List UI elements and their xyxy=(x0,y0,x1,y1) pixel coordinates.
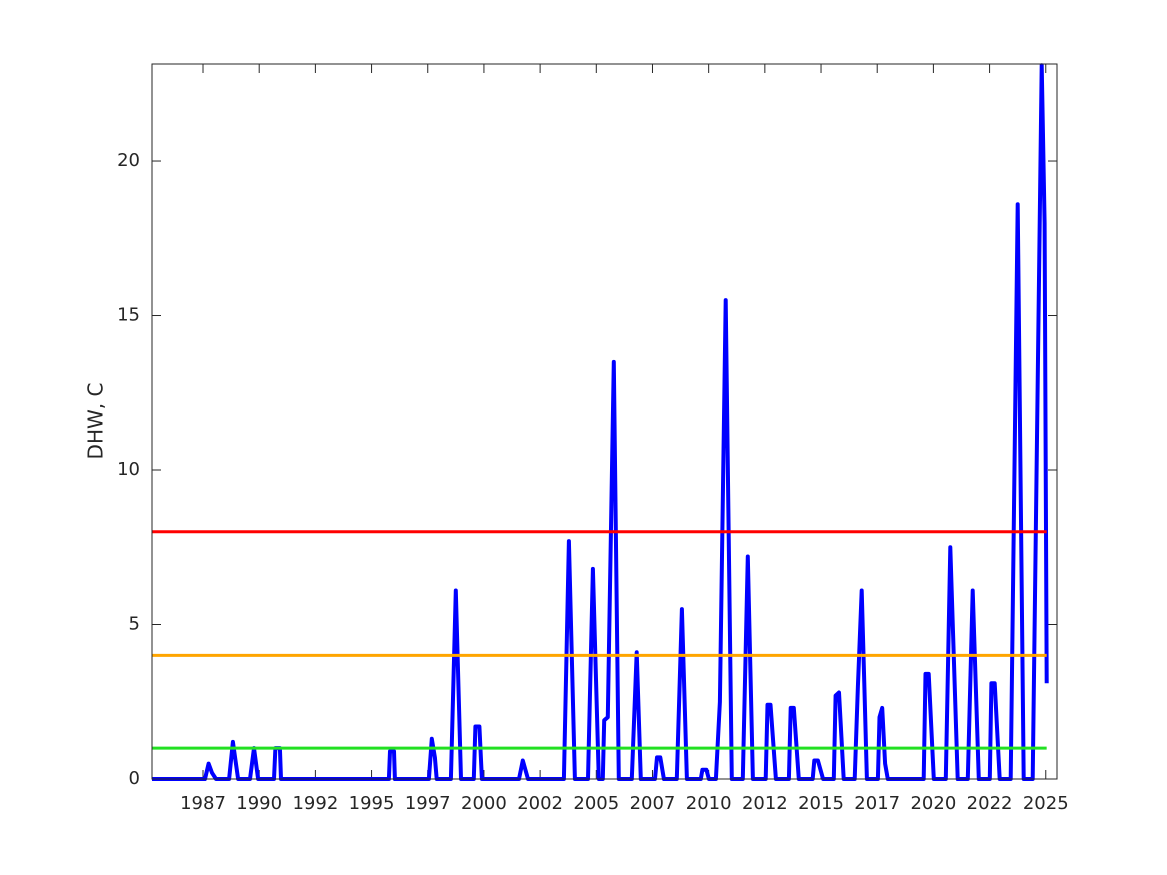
x-tick-label: 2017 xyxy=(854,793,900,814)
x-tick-label: 1992 xyxy=(292,793,338,814)
x-tick-label: 2000 xyxy=(461,793,507,814)
plot-frame xyxy=(151,63,1058,780)
plot-area xyxy=(152,64,1057,779)
y-tick-label: 0 xyxy=(129,768,140,789)
y-tick-label: 5 xyxy=(129,614,140,635)
x-tick-label: 2010 xyxy=(686,793,732,814)
x-tick-label: 2007 xyxy=(630,793,676,814)
x-tick-label: 2015 xyxy=(798,793,844,814)
y-tick-label: 20 xyxy=(117,150,140,171)
x-tick-label: 1995 xyxy=(349,793,395,814)
x-tick-label: 2020 xyxy=(910,793,956,814)
x-tick-label: 2012 xyxy=(742,793,788,814)
y-tick-label: 10 xyxy=(117,459,140,480)
x-tick-label: 1990 xyxy=(236,793,282,814)
x-tick-label: 2005 xyxy=(573,793,619,814)
y-axis-label: DHW, C xyxy=(84,383,108,460)
x-tick-label: 1997 xyxy=(405,793,451,814)
x-tick-label: 2025 xyxy=(1023,793,1069,814)
x-tick-label: 1987 xyxy=(180,793,226,814)
y-tick-label: 15 xyxy=(117,305,140,326)
x-tick-label: 2022 xyxy=(967,793,1013,814)
x-tick-label: 2002 xyxy=(517,793,563,814)
